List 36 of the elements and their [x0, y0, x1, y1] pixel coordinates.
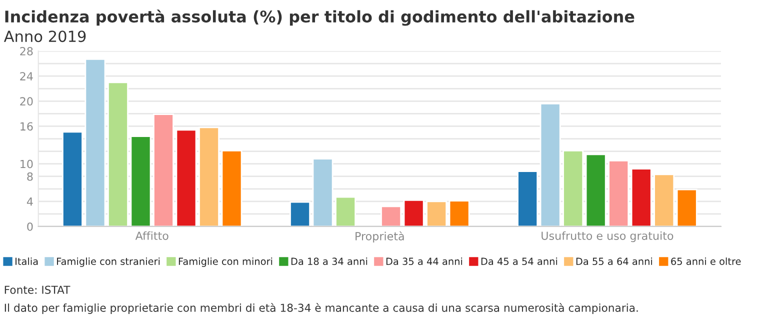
bar	[517, 170, 538, 226]
legend-label: Da 55 a 64 anni	[576, 257, 652, 266]
bar	[176, 129, 197, 226]
y-tick-label: 4	[26, 198, 33, 206]
bar	[108, 82, 128, 226]
y-tick-label: 8	[27, 172, 33, 181]
y-tick-label: 10	[20, 160, 33, 168]
chart-subtitle: Anno 2019	[4, 30, 86, 42]
x-tick-label: Affitto	[135, 231, 168, 240]
legend-label: Famiglie con minori	[178, 257, 272, 267]
y-tick-label: 24	[20, 72, 33, 80]
y-tick-label: 16	[20, 122, 33, 131]
bar	[130, 136, 152, 226]
x-tick-label: Usufrutto e uso gratuito	[542, 231, 674, 242]
bar	[221, 150, 242, 226]
legend-label: Da 35 a 44 anni	[386, 257, 462, 266]
y-tick-label: 20	[20, 97, 33, 106]
bar	[62, 131, 83, 226]
source-note: Fonte: ISTAT	[4, 286, 70, 294]
legend-label: 65 anni e oltre	[671, 257, 741, 266]
bar	[153, 114, 174, 226]
text: Il dato per famiglie proprietarie con membri di età 18-34 è mancante a causa di una scarsa numerosità campionaria.	[4, 303, 638, 314]
legend-label: Famiglie con stranieri	[57, 257, 160, 267]
x-tick-label: Proprietà	[356, 231, 404, 243]
bar	[290, 201, 311, 226]
y-tick-label: 28	[20, 47, 33, 56]
bar	[448, 200, 470, 226]
bar	[676, 188, 698, 226]
legend-label: Italia	[16, 257, 38, 266]
bar	[198, 126, 220, 226]
y-tick-label: 0	[27, 222, 33, 231]
chart-title: Incidenza povertà assoluta (%) per titolo di godimento dell'abitazione	[5, 10, 634, 26]
bar	[380, 206, 402, 226]
bar	[84, 58, 106, 226]
legend-label: Da 18 a 34 anni	[291, 257, 368, 266]
legend-label: Da 45 a 54 anni	[481, 257, 558, 266]
